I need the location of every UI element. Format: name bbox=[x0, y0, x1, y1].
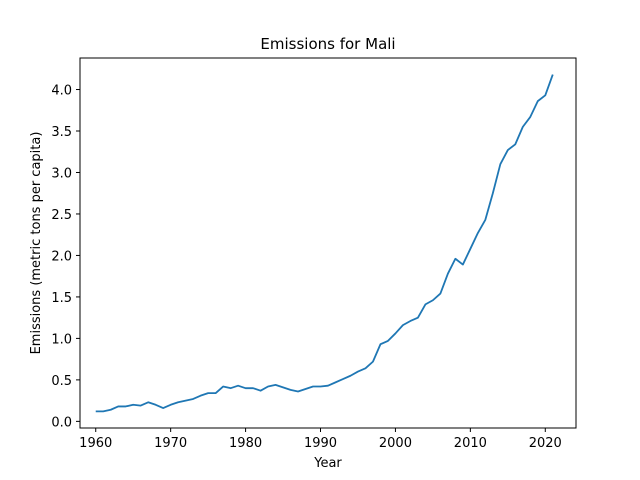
x-tick-label: 1970 bbox=[154, 436, 187, 451]
y-axis-title: Emissions (metric tons per capita) bbox=[29, 132, 44, 355]
axis-ticks: 1960 1970 1980 1990 2000 2010 2020 0.0 0.5 1.0 1.5… bbox=[51, 84, 562, 451]
y-tick-label: 1.5 bbox=[51, 291, 72, 306]
x-tick-label: 1980 bbox=[229, 436, 262, 451]
emissions-line bbox=[95, 74, 554, 413]
x-axis-title: Year bbox=[313, 456, 342, 471]
plot-frame bbox=[79, 57, 577, 429]
x-tick-label: 1960 bbox=[79, 436, 112, 451]
y-tick-label: 2.0 bbox=[51, 249, 72, 264]
y-tick-label: 3.5 bbox=[51, 125, 72, 140]
y-tick-label: 0.0 bbox=[51, 415, 72, 430]
y-tick-label: 0.5 bbox=[51, 374, 72, 389]
y-tick-label: 4.0 bbox=[51, 84, 72, 99]
chart-title: Emissions for Mali bbox=[260, 35, 395, 53]
y-tick-label: 2.5 bbox=[51, 208, 72, 223]
x-tick-label: 1990 bbox=[304, 436, 337, 451]
x-tick-label: 2000 bbox=[379, 436, 412, 451]
y-tick-label: 1.0 bbox=[51, 332, 72, 347]
x-tick-label: 2010 bbox=[454, 436, 487, 451]
x-tick-label: 2020 bbox=[529, 436, 562, 451]
y-tick-label: 3.0 bbox=[51, 166, 72, 181]
